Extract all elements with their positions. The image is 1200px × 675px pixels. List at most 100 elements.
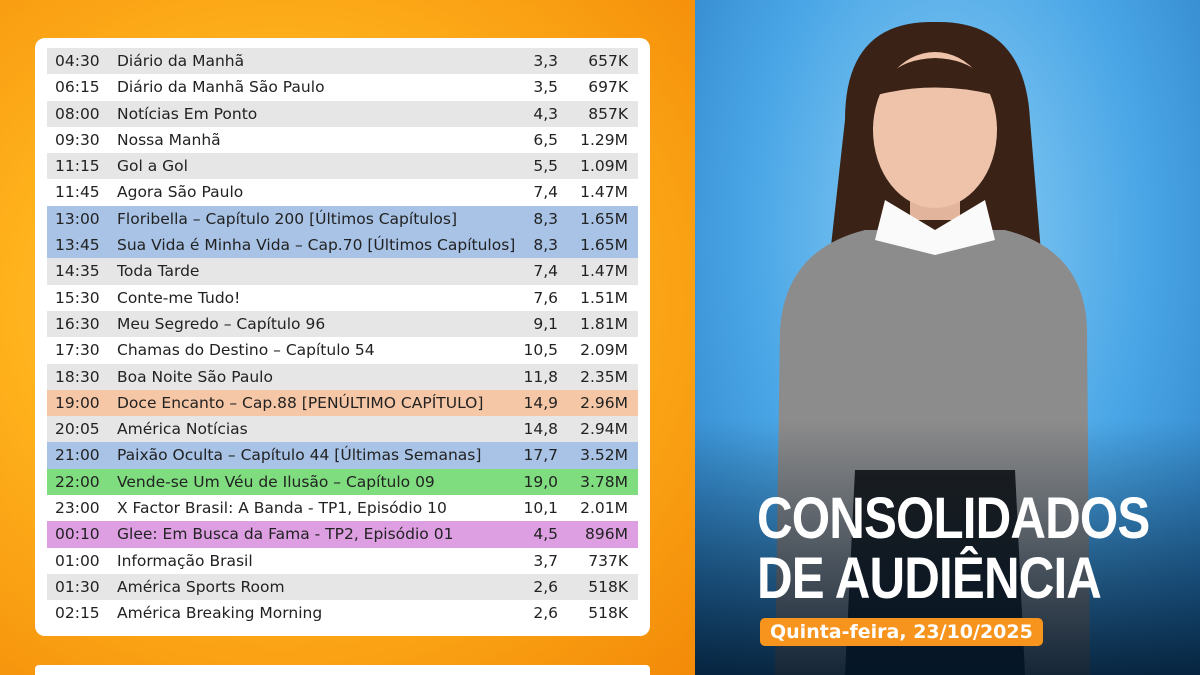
rating: 7,4 bbox=[533, 183, 558, 202]
time: 19:00 bbox=[55, 393, 100, 412]
table-row: 19:00 Doce Encanto – Cap.88 [PENÚLTIMO CA… bbox=[47, 389, 638, 417]
viewers: 1.47M bbox=[580, 262, 628, 281]
program: Floribella – Capítulo 200 [Últimos Capít… bbox=[117, 209, 458, 228]
table-row: 08:00 Notícias Em Ponto 4,3 857K bbox=[47, 100, 638, 127]
table-card: 04:30 Diário da Manhã 3,3 657K 06:15 Diário d… bbox=[35, 38, 650, 636]
program: Informação Brasil bbox=[117, 551, 253, 570]
rating: 8,3 bbox=[533, 236, 558, 255]
table-row: 01:00 Informação Brasil 3,7 737K bbox=[47, 548, 638, 574]
program: Toda Tarde bbox=[117, 262, 200, 281]
time: 13:45 bbox=[55, 236, 100, 255]
program: Paixão Oculta – Capítulo 44 [Últimas Sem… bbox=[117, 446, 482, 465]
program: Gol a Gol bbox=[117, 157, 188, 176]
time: 04:30 bbox=[55, 52, 100, 70]
rating: 4,3 bbox=[533, 104, 558, 123]
time: 23:00 bbox=[55, 499, 100, 518]
program: Agora São Paulo bbox=[117, 183, 244, 202]
time: 09:30 bbox=[55, 130, 100, 149]
time: 11:45 bbox=[55, 183, 100, 202]
program: Vende-se Um Véu de Ilusão – Capítulo 09 bbox=[117, 472, 435, 491]
time: 02:15 bbox=[55, 604, 100, 623]
viewers: 2.09M bbox=[580, 341, 628, 360]
program: Boa Noite São Paulo bbox=[117, 367, 273, 386]
viewers: 1.65M bbox=[580, 236, 628, 255]
table-row: 15:30 Conte-me Tudo! 7,6 1.51M bbox=[47, 285, 638, 311]
program: América Notícias bbox=[117, 420, 248, 439]
rating: 7,4 bbox=[533, 262, 558, 281]
viewers: 1.81M bbox=[580, 314, 628, 333]
time: 18:30 bbox=[55, 367, 100, 386]
viewers: 2.94M bbox=[580, 420, 628, 439]
table-row: 17:30 Chamas do Destino – Capítulo 54 10,5… bbox=[47, 337, 638, 363]
photo-panel: CONSOLIDADOS DE AUDIÊNCIA Quinta-feira, … bbox=[695, 0, 1200, 675]
table-row: 11:15 Gol a Gol 5,5 1.09M bbox=[47, 153, 638, 180]
viewers: 657K bbox=[588, 52, 628, 70]
table-row: 18:30 Boa Noite São Paulo 11,8 2.35M bbox=[47, 363, 638, 390]
rating: 8,3 bbox=[533, 209, 558, 228]
time: 16:30 bbox=[55, 314, 100, 333]
time: 21:00 bbox=[55, 446, 100, 465]
table-row: 22:00 Vende-se Um Véu de Ilusão – Capítul… bbox=[47, 468, 638, 496]
rating: 4,5 bbox=[533, 525, 558, 544]
date-badge: Quinta-feira, 23/10/2025 bbox=[760, 618, 1043, 646]
time: 20:05 bbox=[55, 420, 100, 439]
rating: 10,1 bbox=[523, 499, 558, 518]
program: América Sports Room bbox=[117, 577, 285, 596]
program: América Breaking Morning bbox=[117, 604, 323, 623]
viewers: 1.47M bbox=[580, 183, 628, 202]
program: Diário da Manhã bbox=[117, 52, 245, 70]
rating: 9,1 bbox=[533, 314, 558, 333]
rating: 3,7 bbox=[533, 551, 558, 570]
rating: 5,5 bbox=[533, 157, 558, 176]
time: 11:15 bbox=[55, 157, 100, 176]
time: 13:00 bbox=[55, 209, 100, 228]
table-row: 09:30 Nossa Manhã 6,5 1.29M bbox=[47, 127, 638, 153]
program: Meu Segredo – Capítulo 96 bbox=[117, 314, 326, 333]
rating: 14,9 bbox=[523, 393, 558, 412]
time: 17:30 bbox=[55, 341, 100, 360]
title-line: CONSOLIDADOS bbox=[757, 486, 1150, 551]
time: 01:30 bbox=[55, 577, 100, 596]
rating: 2,6 bbox=[533, 577, 558, 596]
rating: 17,7 bbox=[523, 446, 558, 465]
time: 06:15 bbox=[55, 78, 100, 97]
time: 08:00 bbox=[55, 104, 100, 123]
title-line: DE AUDIÊNCIA bbox=[757, 546, 1102, 611]
table-row: 11:45 Agora São Paulo 7,4 1.47M bbox=[47, 179, 638, 205]
rating: 3,3 bbox=[533, 52, 558, 70]
table-row: 14:35 Toda Tarde 7,4 1.47M bbox=[47, 258, 638, 285]
program: X Factor Brasil: A Banda - TP1, Episódio… bbox=[117, 499, 447, 518]
table-row: 00:10 Glee: Em Busca da Fama - TP2, Episó… bbox=[47, 521, 638, 548]
time: 01:00 bbox=[55, 551, 100, 570]
table-row: 02:15 América Breaking Morning 2,6 518K bbox=[47, 600, 638, 626]
table-row: 21:00 Paixão Oculta – Capítulo 44 [Última… bbox=[47, 442, 638, 469]
time: 15:30 bbox=[55, 288, 100, 307]
viewers: 1.65M bbox=[580, 209, 628, 228]
rating: 14,8 bbox=[523, 420, 558, 439]
viewers: 1.09M bbox=[580, 157, 628, 176]
table-row: 23:00 X Factor Brasil: A Banda - TP1, Epi… bbox=[47, 495, 638, 521]
program: Sua Vida é Minha Vida – Cap.70 [Últimos … bbox=[117, 236, 516, 255]
table-row: 13:45 Sua Vida é Minha Vida – Cap.70 [Últ… bbox=[47, 232, 638, 259]
viewers: 1.51M bbox=[580, 288, 628, 307]
program: Diário da Manhã São Paulo bbox=[117, 78, 325, 97]
viewers: 896M bbox=[585, 525, 628, 544]
program: Doce Encanto – Cap.88 [PENÚLTIMO CAPÍTUL… bbox=[117, 393, 484, 412]
rating: 6,5 bbox=[533, 130, 558, 149]
table: 04:30 Diário da Manhã 3,3 657K 06:15 Diário d… bbox=[47, 48, 638, 627]
rating: 7,6 bbox=[533, 288, 558, 307]
viewers: 2.35M bbox=[580, 367, 628, 386]
viewers: 3.78M bbox=[580, 472, 628, 491]
time: 00:10 bbox=[55, 525, 100, 544]
program: Notícias Em Ponto bbox=[117, 104, 258, 123]
viewers: 1.29M bbox=[580, 130, 628, 149]
table-row: 20:05 América Notícias 14,8 2.94M bbox=[47, 416, 638, 443]
viewers: 2.96M bbox=[580, 393, 628, 412]
rating: 10,5 bbox=[523, 341, 558, 360]
table-row: 16:30 Meu Segredo – Capítulo 96 9,1 1.81M bbox=[47, 310, 638, 338]
viewers: 697K bbox=[588, 78, 628, 97]
program: Conte-me Tudo! bbox=[117, 288, 241, 307]
viewers: 518K bbox=[588, 604, 628, 623]
program: Nossa Manhã bbox=[117, 130, 221, 149]
table-row: 13:00 Floribella – Capítulo 200 [Últimos … bbox=[47, 205, 638, 233]
